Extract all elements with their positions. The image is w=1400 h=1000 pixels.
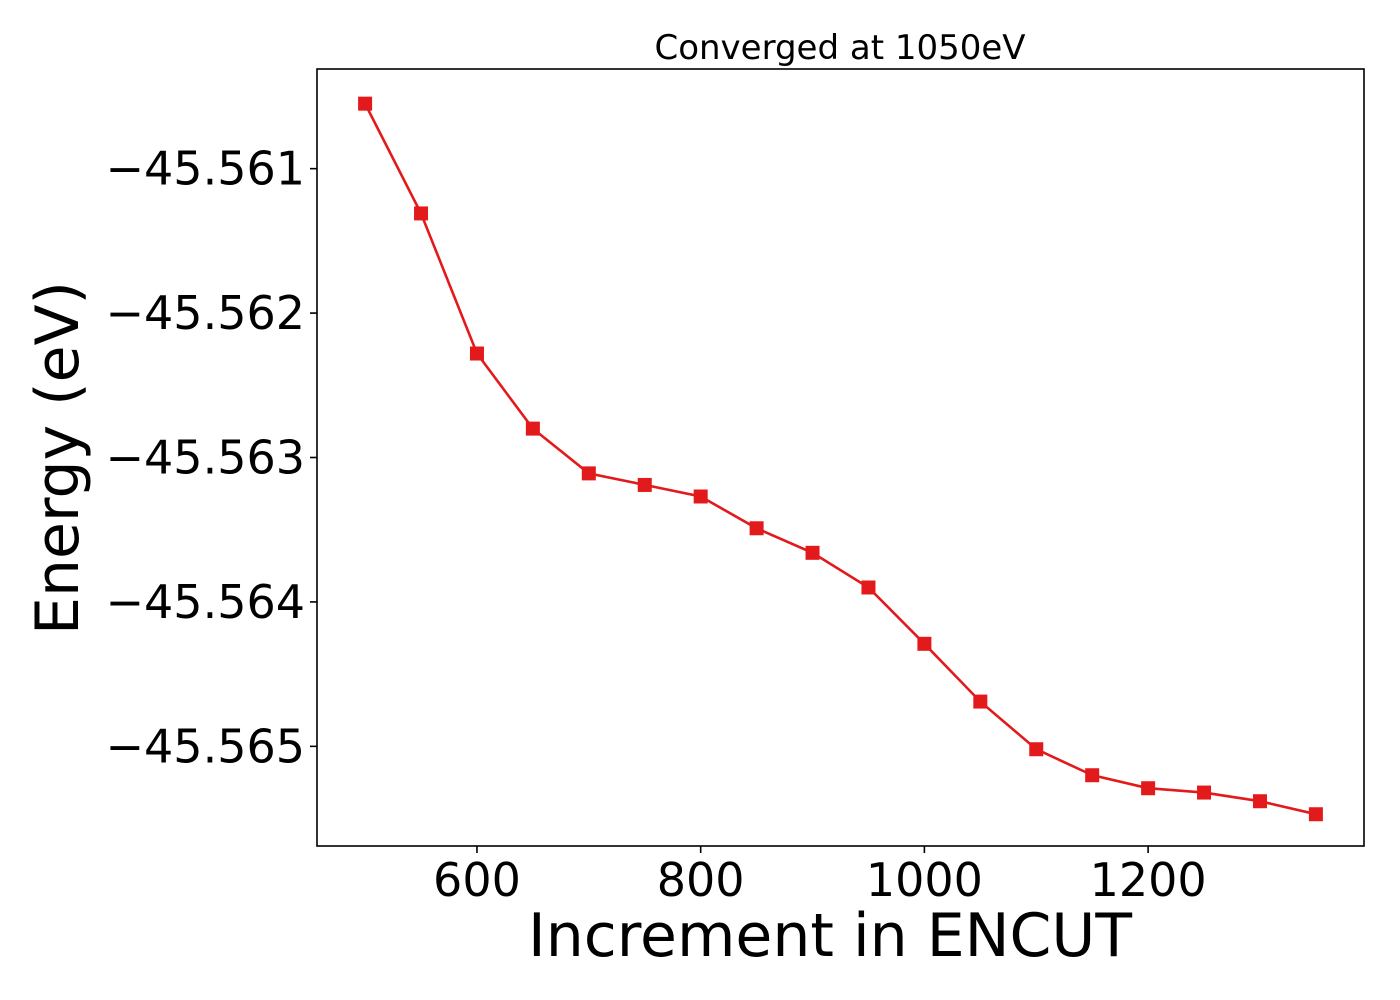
- x-tick-label: 800: [657, 853, 745, 907]
- data-point: [1197, 785, 1212, 800]
- y-axis-label: Energy (eV): [23, 281, 93, 635]
- y-tick-label: −45.562: [106, 286, 306, 340]
- series-layer: [358, 96, 1323, 822]
- data-point: [861, 580, 876, 595]
- data-point: [581, 466, 596, 481]
- y-tick-label: −45.565: [106, 719, 306, 773]
- data-point: [749, 521, 764, 536]
- y-axis: −45.561 −45.562 −45.563 −45.564 −45.565: [106, 142, 317, 773]
- y-tick-label: −45.563: [106, 431, 306, 485]
- data-point: [1141, 781, 1156, 796]
- data-point: [414, 206, 429, 221]
- y-tick-label: −45.564: [106, 575, 306, 629]
- x-tick-label: 1000: [866, 853, 983, 907]
- x-tick-label: 1200: [1090, 853, 1207, 907]
- y-tick-label: −45.561: [106, 142, 306, 196]
- data-point: [1252, 794, 1267, 809]
- x-axis-label: Increment in ENCUT: [528, 901, 1132, 971]
- data-point: [1085, 768, 1100, 783]
- data-point: [973, 694, 988, 709]
- data-point: [525, 421, 540, 436]
- data-point: [637, 477, 652, 492]
- data-point: [805, 545, 820, 560]
- x-axis: 600 800 1000 1200: [433, 846, 1207, 907]
- chart-title: Converged at 1050eV: [654, 28, 1025, 68]
- series-line: [363, 103, 1317, 816]
- data-point: [1029, 742, 1044, 757]
- data-point: [693, 489, 708, 504]
- data-point: [1308, 807, 1323, 822]
- plot-area-frame: [316, 68, 1365, 847]
- x-tick-label: 600: [433, 853, 521, 907]
- data-point: [917, 636, 932, 651]
- data-point: [358, 96, 373, 111]
- data-point: [469, 346, 484, 361]
